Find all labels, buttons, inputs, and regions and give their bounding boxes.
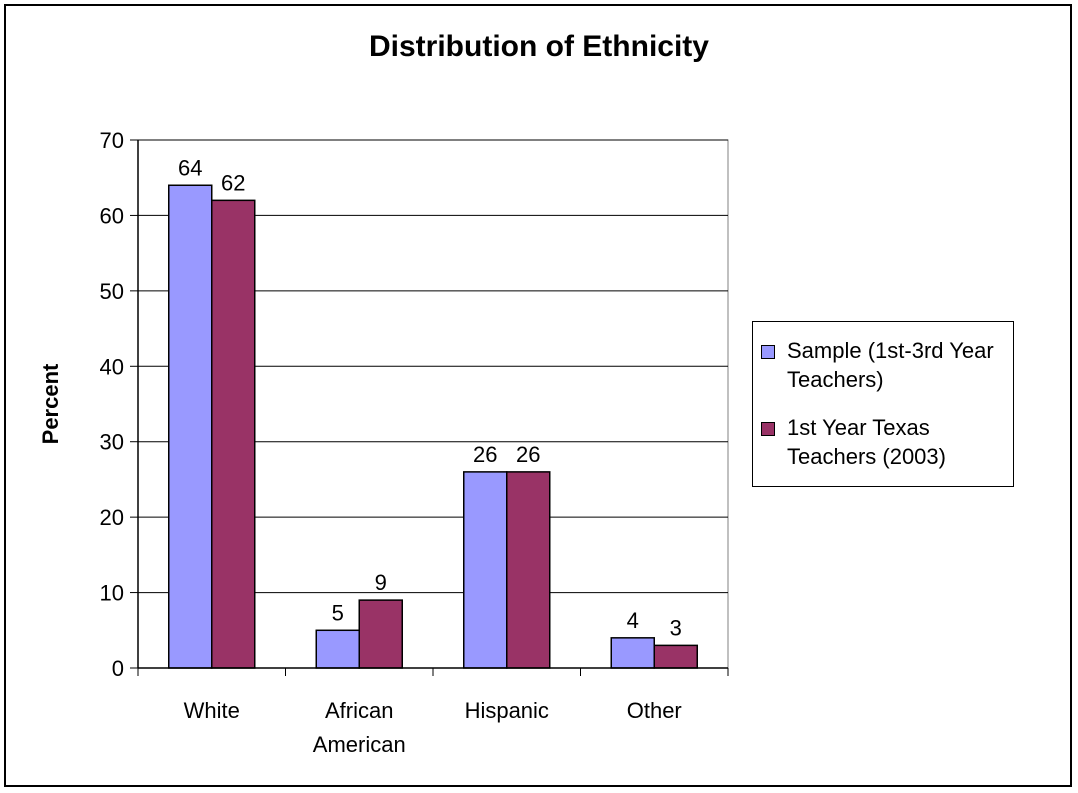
data-label-0-3: 4: [627, 608, 639, 633]
data-label-0-2: 26: [473, 442, 497, 467]
bar-0-2: [464, 472, 507, 668]
data-label-1-3: 3: [670, 615, 682, 640]
y-tick-label: 70: [100, 128, 124, 153]
bar-0-3: [611, 638, 654, 668]
x-tick-label: Other: [627, 698, 682, 723]
x-tick-label: Hispanic: [465, 698, 549, 723]
bar-1-0: [212, 200, 255, 668]
data-label-1-1: 9: [375, 570, 387, 595]
legend-label-sample: Sample (1st-3rd Year Teachers): [787, 336, 1017, 394]
bars: [169, 185, 698, 668]
y-tick-label: 40: [100, 354, 124, 379]
y-tick-label: 10: [100, 581, 124, 606]
legend-swatch-sample: [761, 345, 775, 359]
bar-1-2: [507, 472, 550, 668]
bar-1-1: [359, 600, 402, 668]
data-label-1-2: 26: [516, 442, 540, 467]
bar-0-0: [169, 185, 212, 668]
y-tick-label: 20: [100, 505, 124, 530]
y-tick-label: 60: [100, 203, 124, 228]
y-tick-label: 0: [112, 656, 124, 681]
y-tick-label: 50: [100, 279, 124, 304]
y-tick-label: 30: [100, 430, 124, 455]
bar-0-1: [316, 630, 359, 668]
legend-swatch-texas: [761, 422, 775, 436]
x-tick-label: White: [184, 698, 240, 723]
x-tick-label: African American: [313, 698, 406, 757]
legend-label-texas: 1st Year Texas Teachers (2003): [787, 413, 1017, 471]
y-axis-label: Percent: [38, 363, 63, 444]
data-label-0-0: 64: [178, 155, 202, 180]
legend: Sample (1st-3rd Year Teachers) 1st Year …: [752, 321, 1014, 487]
bar-1-3: [654, 645, 697, 668]
data-label-1-0: 62: [221, 170, 245, 195]
data-label-0-1: 5: [332, 600, 344, 625]
